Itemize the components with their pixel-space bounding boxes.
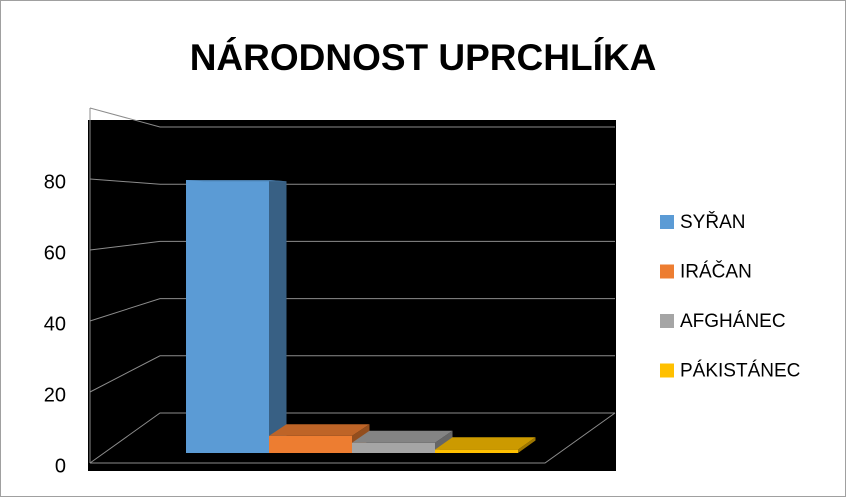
bar-side: [269, 180, 287, 453]
grid-line: [89, 178, 615, 185]
bar-top: [435, 437, 536, 450]
legend-swatch: [660, 215, 674, 229]
y-tick-label: 40: [44, 313, 66, 335]
plot-area: [88, 120, 616, 471]
bar-top: [186, 180, 287, 182]
legend-label: IRÁČAN: [680, 261, 752, 283]
bar-front: [269, 435, 352, 453]
legend-swatch: [660, 264, 674, 279]
y-tick-label: 20: [44, 384, 66, 406]
legend-label: AFGHÁNEC: [680, 311, 786, 332]
grid-line: [89, 298, 615, 322]
wall-edge: [89, 107, 615, 128]
bar-front: [435, 449, 518, 453]
bar-front: [352, 442, 435, 453]
y-tick-label: 0: [55, 455, 66, 477]
legend-swatch: [660, 363, 674, 378]
bar-top: [269, 424, 370, 436]
bar-front: [186, 180, 269, 453]
legend-label: PÁKISTÁNEC: [680, 361, 800, 382]
y-tick-label: 80: [44, 171, 66, 193]
legend-label: SYŘAN: [680, 211, 745, 233]
y-tick-label: 60: [44, 242, 66, 264]
grid-line: [89, 412, 615, 464]
grid-line: [89, 355, 615, 393]
legend-swatch: [660, 314, 674, 328]
bar-side: [518, 437, 536, 453]
bar-top: [352, 430, 453, 443]
grid-line: [89, 240, 615, 251]
chart-title: NÁRODNOST UPRCHLÍKA: [190, 37, 657, 78]
wall-edge: [90, 412, 616, 464]
